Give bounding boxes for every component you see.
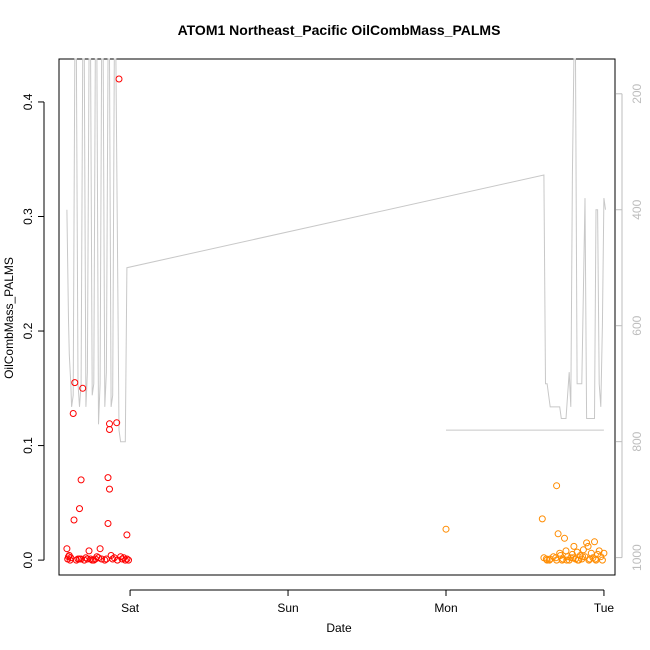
data-point-orange bbox=[587, 549, 595, 557]
data-point-orange bbox=[557, 552, 564, 559]
right-tick-label: 1000 bbox=[630, 544, 644, 571]
right-tick-label: 800 bbox=[630, 431, 644, 451]
data-point-red bbox=[79, 384, 87, 392]
data-point-red bbox=[77, 476, 85, 484]
data-point-red bbox=[70, 516, 78, 524]
data-point-orange bbox=[554, 530, 562, 538]
data-point-orange bbox=[570, 542, 578, 550]
y-tick-label: 0.3 bbox=[21, 208, 35, 225]
data-point-orange bbox=[585, 556, 593, 564]
data-point-orange bbox=[583, 539, 591, 547]
y-tick-label: 0.2 bbox=[21, 322, 35, 339]
y-tick-label: 0.4 bbox=[21, 93, 35, 110]
data-point-orange bbox=[562, 547, 570, 555]
pressure-line bbox=[66, 58, 606, 443]
data-point-orange bbox=[600, 549, 608, 557]
x-tick-label: Tue bbox=[594, 601, 615, 615]
pressure-line-layer bbox=[66, 58, 606, 443]
data-point-orange bbox=[567, 554, 575, 562]
data-point-orange bbox=[442, 525, 450, 533]
y-axis: 0.0 0.1 0.2 0.3 0.4 bbox=[21, 93, 45, 568]
data-point-red bbox=[83, 555, 91, 563]
data-point-red bbox=[93, 553, 101, 561]
data-point-orange bbox=[543, 556, 551, 564]
data-point-red bbox=[104, 520, 112, 527]
data-point-red bbox=[87, 555, 95, 563]
data-point-orange bbox=[584, 542, 592, 550]
data-point-red bbox=[101, 556, 109, 564]
x-axis-label: Date bbox=[326, 621, 352, 635]
data-point-red bbox=[120, 554, 128, 562]
x-axis: Sat Sun Mon Tue bbox=[121, 589, 615, 615]
data-point-orange bbox=[538, 515, 546, 523]
data-point-red bbox=[104, 474, 112, 482]
data-point-red bbox=[82, 554, 90, 562]
data-point-red bbox=[106, 420, 113, 428]
y-axis-label: OilCombMass_PALMS bbox=[2, 257, 16, 379]
x-tick-label: Sun bbox=[277, 601, 298, 615]
data-point-red bbox=[76, 555, 83, 563]
data-point-red bbox=[71, 379, 79, 387]
x-tick-label: Mon bbox=[434, 601, 457, 615]
data-point-red bbox=[69, 410, 77, 417]
data-point-orange bbox=[563, 556, 571, 564]
data-point-orange bbox=[598, 556, 606, 564]
right-tick-label: 200 bbox=[630, 83, 644, 103]
right-tick-label: 600 bbox=[630, 315, 644, 335]
data-point-orange bbox=[558, 556, 566, 564]
points-layer bbox=[63, 75, 608, 564]
y-tick-label: 0.0 bbox=[21, 551, 35, 568]
data-point-red bbox=[115, 75, 123, 83]
data-point-red bbox=[96, 545, 104, 553]
right-tick-label: 400 bbox=[630, 199, 644, 219]
data-point-orange bbox=[579, 553, 587, 561]
y-tick-label: 0.1 bbox=[21, 437, 35, 454]
data-point-red bbox=[72, 556, 80, 564]
data-point-orange bbox=[591, 555, 599, 563]
data-point-red bbox=[106, 426, 113, 433]
data-point-orange bbox=[574, 556, 582, 564]
x-tick-label: Sat bbox=[121, 601, 140, 615]
data-point-orange bbox=[553, 482, 561, 490]
data-point-red bbox=[106, 485, 113, 493]
data-point-orange bbox=[579, 546, 587, 554]
data-point-red bbox=[113, 419, 121, 427]
data-point-orange bbox=[561, 534, 568, 542]
right-axis: 200 400 600 800 1000 bbox=[616, 83, 644, 571]
data-point-red bbox=[123, 531, 131, 539]
chart-title: ATOM1 Northeast_Pacific OilCombMass_PALM… bbox=[178, 22, 501, 38]
data-point-red bbox=[123, 555, 131, 563]
data-point-orange bbox=[542, 555, 550, 563]
data-point-orange bbox=[591, 538, 598, 546]
plot-box bbox=[58, 58, 616, 576]
data-point-red bbox=[102, 555, 110, 563]
data-point-red bbox=[85, 547, 93, 555]
data-point-orange bbox=[545, 556, 553, 564]
data-point-red bbox=[76, 505, 83, 513]
data-point-red bbox=[63, 545, 71, 553]
